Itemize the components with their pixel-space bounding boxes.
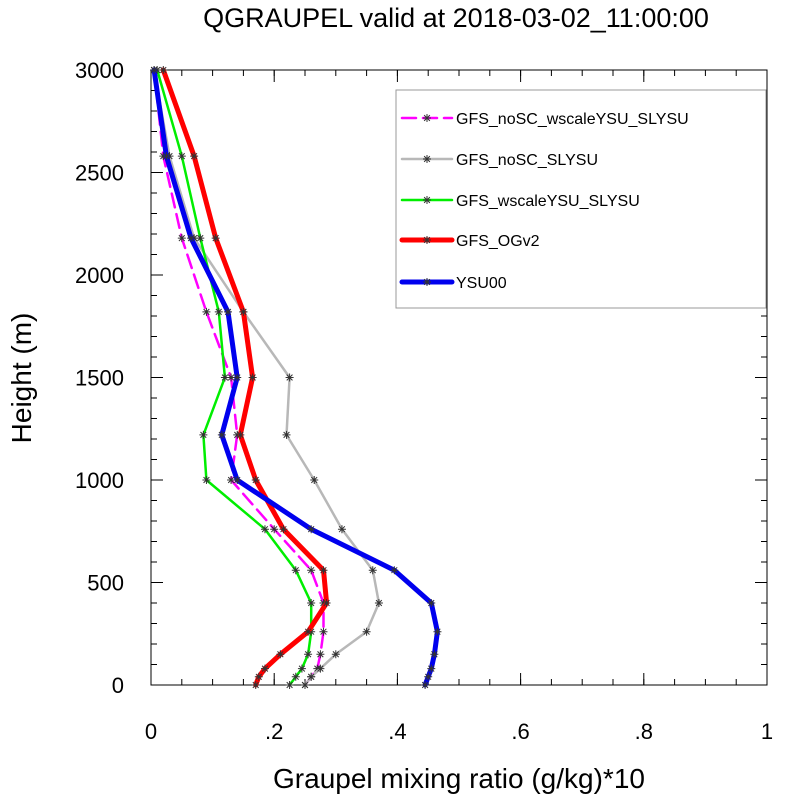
- data-point-marker: [159, 66, 168, 74]
- data-point-marker: [322, 599, 331, 607]
- data-point-marker: [304, 650, 313, 659]
- data-point-marker: [390, 566, 399, 575]
- x-tick-label: .6: [511, 719, 529, 744]
- data-point-marker: [319, 627, 328, 636]
- data-point-marker: [282, 430, 291, 439]
- x-tick-label: 0: [145, 719, 157, 744]
- legend-marker: [423, 278, 431, 286]
- legend-marker: [423, 236, 431, 244]
- data-point-marker: [251, 681, 260, 689]
- data-point-marker: [424, 672, 433, 681]
- data-point-marker: [202, 476, 211, 484]
- data-point-marker: [239, 307, 248, 316]
- data-point-marker: [430, 650, 439, 659]
- data-point-marker: [307, 525, 316, 534]
- y-tick-label: 0: [112, 673, 124, 698]
- y-tick-label: 500: [87, 571, 124, 596]
- data-point-marker: [291, 566, 300, 575]
- data-point-marker: [276, 650, 285, 659]
- data-point-marker: [307, 672, 316, 681]
- data-point-marker: [220, 373, 229, 382]
- data-point-marker: [150, 66, 159, 74]
- legend-label: GFS_noSC_SLYSU: [456, 152, 598, 169]
- chart-title: QGRAUPEL valid at 2018-03-02_11:00:00: [203, 3, 709, 33]
- data-point-marker: [224, 307, 232, 316]
- x-tick-label: .4: [388, 719, 406, 744]
- y-tick-label: 3000: [75, 58, 124, 83]
- data-point-marker: [279, 525, 288, 534]
- series-layer: [150, 66, 442, 689]
- legend-label: GFS_wscaleYSU_SLYSU: [456, 193, 640, 210]
- y-axis-label: Height (m): [6, 313, 37, 444]
- data-point-marker: [199, 430, 208, 439]
- legend-marker: [423, 196, 431, 204]
- data-point-marker: [291, 672, 300, 681]
- data-point-marker: [374, 599, 383, 607]
- data-point-marker: [177, 152, 186, 161]
- data-point-marker: [421, 681, 430, 689]
- data-point-marker: [254, 672, 263, 681]
- data-point-marker: [319, 566, 328, 575]
- data-point-marker: [227, 373, 236, 382]
- series-4: [150, 66, 442, 689]
- data-point-marker: [196, 234, 205, 243]
- data-point-marker: [316, 650, 325, 659]
- data-point-marker: [427, 664, 436, 673]
- data-point-marker: [162, 152, 171, 161]
- series-3: [159, 66, 331, 689]
- data-point-marker: [214, 307, 223, 316]
- series-2: [153, 66, 316, 689]
- series-line: [152, 68, 381, 687]
- data-point-marker: [236, 430, 245, 439]
- data-point-marker: [427, 599, 436, 607]
- x-axis-label: Graupel mixing ratio (g/kg)*10: [273, 763, 645, 794]
- data-point-marker: [177, 234, 186, 243]
- data-point-marker: [337, 525, 346, 534]
- y-tick-label: 1500: [75, 366, 124, 391]
- data-point-marker: [248, 373, 257, 382]
- data-point-marker: [260, 664, 269, 673]
- data-point-marker: [211, 234, 220, 243]
- data-point-marker: [233, 476, 242, 484]
- legend-label: GFS_noSC_wscaleYSU_SLYSU: [456, 111, 689, 128]
- data-point-marker: [307, 566, 316, 575]
- data-point-marker: [187, 234, 196, 243]
- legend-label: GFS_OGv2: [456, 233, 540, 250]
- legend-box: [395, 89, 767, 309]
- legend-marker: [423, 155, 431, 163]
- series-line: [160, 67, 330, 688]
- data-point-marker: [368, 566, 377, 575]
- y-tick-label: 2500: [75, 161, 124, 186]
- data-point-marker: [227, 476, 236, 484]
- series-1: [150, 66, 383, 689]
- data-point-marker: [285, 681, 294, 689]
- data-point-marker: [316, 664, 325, 673]
- data-point-marker: [362, 627, 371, 636]
- data-point-marker: [307, 599, 316, 607]
- y-tick-label: 2000: [75, 263, 124, 288]
- x-tick-label: .2: [265, 719, 283, 744]
- x-tick-label: 1: [761, 719, 773, 744]
- data-point-marker: [285, 373, 294, 382]
- data-point-marker: [217, 430, 226, 439]
- legend-marker: [423, 114, 431, 122]
- data-point-marker: [251, 476, 260, 484]
- data-point-marker: [301, 681, 309, 689]
- data-point-marker: [304, 627, 313, 636]
- data-point-marker: [297, 664, 306, 673]
- legend-label: YSU00: [456, 275, 507, 292]
- legend: GFS_noSC_wscaleYSU_SLYSU GFS_noSC_SLYSU GF…: [395, 89, 767, 309]
- data-point-marker: [190, 152, 199, 161]
- data-point-marker: [270, 525, 279, 534]
- data-point-marker: [260, 525, 269, 534]
- data-point-marker: [202, 307, 211, 316]
- data-point-marker: [233, 373, 242, 382]
- data-point-marker: [310, 476, 319, 484]
- x-tick-label: .8: [635, 719, 653, 744]
- data-point-marker: [433, 627, 442, 636]
- tick-labels: 0 .2 .4 .6 .8 1 0 500 1000 1500 2000 2500 3000: [75, 58, 773, 744]
- data-point-marker: [331, 650, 340, 659]
- y-tick-label: 1000: [75, 468, 124, 493]
